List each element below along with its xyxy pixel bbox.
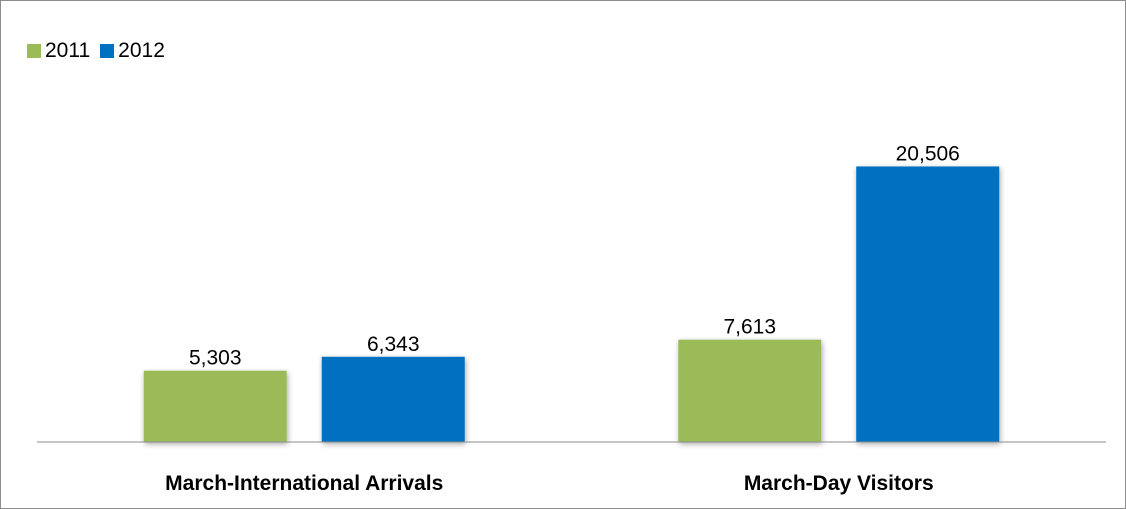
category-label-march-international-arrivals: March-International Arrivals [165, 472, 443, 495]
bar-march-international-arrivals-2012 [321, 356, 465, 442]
data-label-march-international-arrivals-2011: 5,303 [189, 347, 242, 370]
legend-swatch-2011 [27, 44, 41, 58]
category-label-march-day-visitors: March-Day Visitors [744, 472, 934, 495]
data-label-march-day-visitors-2012: 20,506 [896, 142, 960, 165]
data-label-march-day-visitors-2011: 7,613 [723, 316, 776, 339]
chart-legend: 2011 2012 [27, 39, 175, 63]
legend-label-2011: 2011 [45, 39, 91, 62]
data-label-march-international-arrivals-2012: 6,343 [367, 333, 420, 356]
legend-label-2012: 2012 [118, 39, 165, 62]
legend-swatch-2012 [100, 44, 115, 58]
bar-march-day-visitors-2012 [856, 166, 1000, 442]
bar-march-day-visitors-2011 [678, 339, 822, 442]
bar-march-international-arrivals-2011 [143, 370, 287, 442]
legend-item-2011: 2011 [27, 39, 90, 63]
legend-item-2012: 2012 [100, 39, 165, 63]
